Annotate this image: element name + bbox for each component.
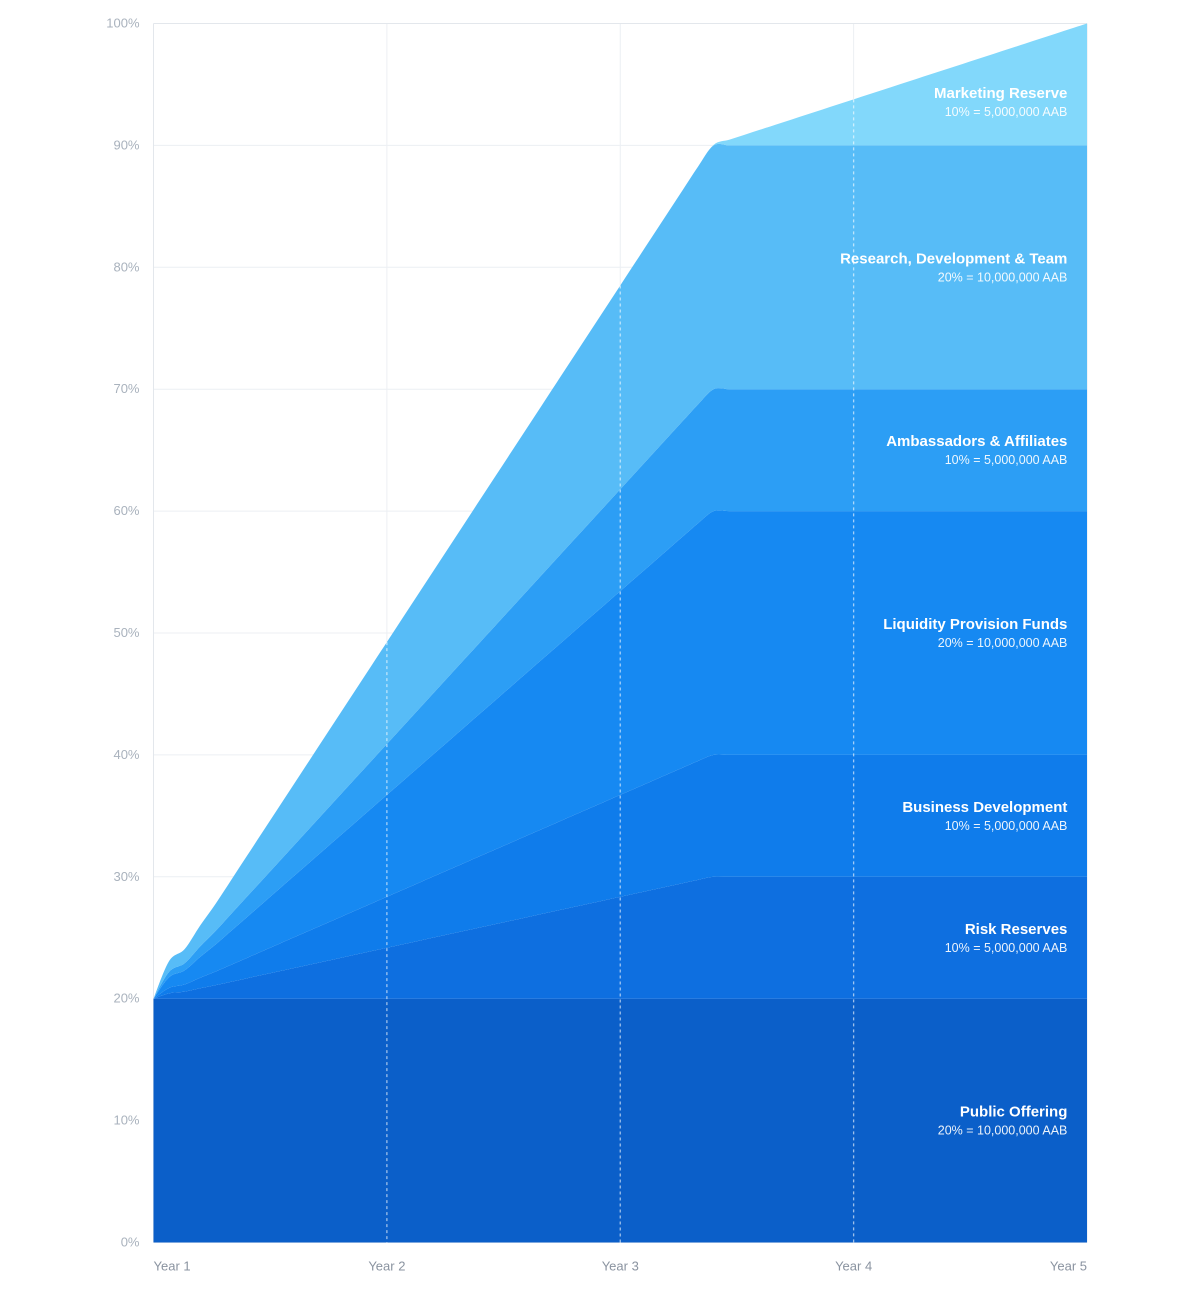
svg-text:Public Offering: Public Offering [960,1104,1068,1121]
svg-text:Year 2: Year 2 [368,1259,405,1274]
svg-text:Year 1: Year 1 [154,1259,191,1274]
svg-text:10%: 10% [113,1113,139,1128]
svg-text:Ambassadors & Affiliates: Ambassadors & Affiliates [886,433,1067,450]
svg-text:50%: 50% [113,625,139,640]
svg-text:Year 5: Year 5 [1050,1259,1087,1274]
svg-text:80%: 80% [113,259,139,274]
svg-text:10% = 5,000,000 AAB: 10% = 5,000,000 AAB [945,453,1068,467]
svg-text:10% = 5,000,000 AAB: 10% = 5,000,000 AAB [945,819,1068,833]
svg-text:0%: 0% [121,1235,140,1250]
svg-text:Year 3: Year 3 [602,1259,639,1274]
svg-text:Year 4: Year 4 [835,1259,872,1274]
svg-text:Research, Development & Team: Research, Development & Team [840,250,1067,267]
svg-text:40%: 40% [113,747,139,762]
svg-text:20% = 10,000,000 AAB: 20% = 10,000,000 AAB [938,270,1068,284]
svg-text:60%: 60% [113,503,139,518]
svg-text:10% = 5,000,000 AAB: 10% = 5,000,000 AAB [945,941,1068,955]
svg-text:20%: 20% [113,991,139,1006]
svg-text:10% = 5,000,000 AAB: 10% = 5,000,000 AAB [945,105,1068,119]
svg-text:Marketing Reserve: Marketing Reserve [934,85,1067,102]
svg-text:20% = 10,000,000 AAB: 20% = 10,000,000 AAB [938,636,1068,650]
svg-text:Risk Reserves: Risk Reserves [965,921,1068,938]
svg-text:20% = 10,000,000 AAB: 20% = 10,000,000 AAB [938,1124,1068,1138]
svg-text:30%: 30% [113,869,139,884]
svg-text:100%: 100% [106,16,140,31]
svg-text:Business Development: Business Development [902,799,1067,816]
svg-text:90%: 90% [113,137,139,152]
svg-text:Liquidity Provision Funds: Liquidity Provision Funds [883,616,1067,633]
svg-text:70%: 70% [113,381,139,396]
